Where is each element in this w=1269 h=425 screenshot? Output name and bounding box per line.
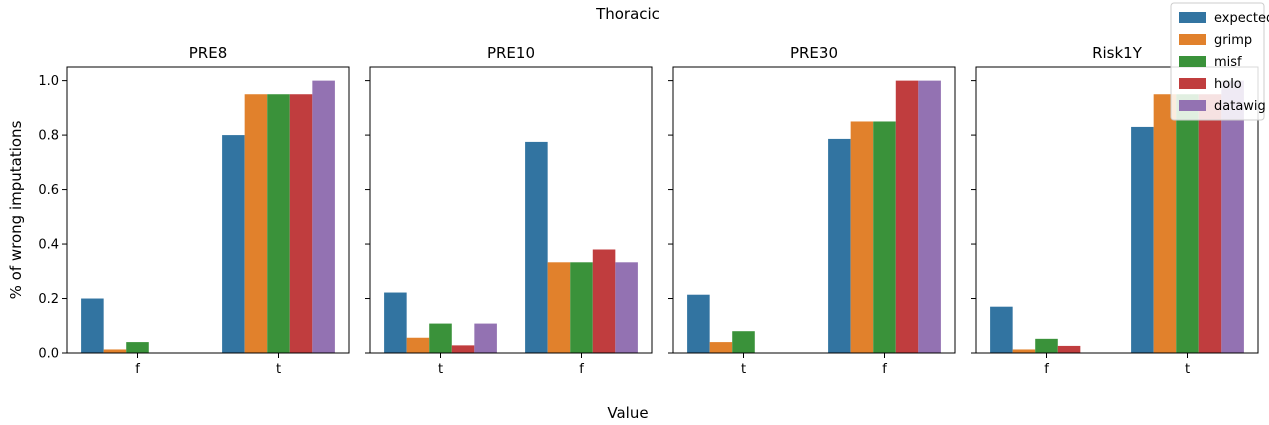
bar-grimp-f bbox=[104, 349, 127, 353]
bar-expected-f bbox=[525, 142, 548, 353]
bar-grimp-t bbox=[407, 338, 430, 353]
bar-grimp-f bbox=[851, 121, 874, 353]
y-tick-label: 0.2 bbox=[38, 292, 59, 307]
legend-label-misf: misf bbox=[1214, 55, 1242, 70]
panel-3: PRE30 t f bbox=[668, 44, 955, 377]
bar-misf-t bbox=[429, 324, 452, 353]
x-tick-label: f bbox=[1044, 362, 1049, 377]
bar-holo-f bbox=[896, 81, 919, 353]
x-tick-label: f bbox=[579, 362, 584, 377]
bar-grimp-t bbox=[710, 342, 733, 353]
bar-misf-f bbox=[126, 342, 149, 353]
legend-swatch-datawig bbox=[1179, 100, 1206, 111]
bar-expected-f bbox=[81, 299, 104, 353]
legend-swatch-misf bbox=[1179, 56, 1206, 67]
bar-datawig-t bbox=[312, 81, 335, 353]
x-tick-label: t bbox=[741, 362, 746, 377]
bar-misf-f bbox=[570, 262, 593, 353]
y-axis-label: % of wrong imputations bbox=[7, 120, 25, 299]
bar-expected-t bbox=[1131, 127, 1154, 353]
panel-title: PRE10 bbox=[487, 44, 535, 62]
bar-misf-t bbox=[267, 94, 290, 353]
bar-grimp-t bbox=[245, 94, 268, 353]
x-tick-label: t bbox=[1185, 362, 1190, 377]
x-tick-label: f bbox=[882, 362, 887, 377]
legend-label-holo: holo bbox=[1214, 77, 1242, 92]
bar-grimp-f bbox=[548, 262, 571, 353]
panel-title: PRE30 bbox=[790, 44, 838, 62]
bar-holo-f bbox=[1058, 346, 1081, 353]
y-tick-label: 1.0 bbox=[38, 74, 59, 89]
y-tick-label: 0.4 bbox=[38, 238, 59, 253]
bar-datawig-f bbox=[615, 262, 638, 353]
bar-holo-t bbox=[1199, 94, 1222, 353]
x-axis-label: Value bbox=[607, 404, 648, 422]
x-tick-label: t bbox=[276, 362, 281, 377]
x-tick-label: f bbox=[135, 362, 140, 377]
y-tick-label: 0.6 bbox=[38, 183, 59, 198]
panel-title: PRE8 bbox=[189, 44, 228, 62]
bar-datawig-t bbox=[474, 324, 497, 353]
bar-grimp-f bbox=[1013, 349, 1036, 353]
bar-holo-f bbox=[593, 249, 616, 353]
x-tick-label: t bbox=[438, 362, 443, 377]
bar-misf-f bbox=[873, 121, 896, 353]
bar-expected-f bbox=[990, 307, 1013, 353]
legend-swatch-grimp bbox=[1179, 34, 1206, 45]
bar-holo-t bbox=[290, 94, 313, 353]
panel-title: Risk1Y bbox=[1092, 44, 1143, 62]
bar-datawig-f bbox=[918, 81, 941, 353]
legend-label-grimp: grimp bbox=[1214, 33, 1252, 48]
chart-panels: PRE8 0.0 0.2 0.4 0.6 0.8 1.0 f t PRE10 t f PRE30 t f Ri… bbox=[38, 44, 1258, 377]
panel-2: PRE10 t f bbox=[365, 44, 652, 377]
legend-swatch-expected bbox=[1179, 12, 1206, 23]
legend: expected grimp misf holo datawig bbox=[1171, 3, 1269, 120]
figure-title: Thoracic bbox=[595, 5, 660, 23]
bar-expected-t bbox=[222, 135, 245, 353]
panel-1: PRE8 0.0 0.2 0.4 0.6 0.8 1.0 f t bbox=[38, 44, 349, 377]
bar-expected-t bbox=[687, 295, 710, 353]
bar-expected-t bbox=[384, 293, 407, 353]
bar-expected-f bbox=[828, 139, 851, 353]
bar-holo-t bbox=[452, 345, 475, 353]
bar-datawig-t bbox=[1221, 81, 1244, 353]
bar-misf-f bbox=[1035, 339, 1058, 353]
legend-label-expected: expected bbox=[1214, 11, 1269, 26]
bar-misf-t bbox=[1176, 94, 1199, 353]
y-tick-label: 0.0 bbox=[38, 347, 59, 362]
bar-misf-t bbox=[732, 331, 755, 353]
y-tick-label: 0.8 bbox=[38, 129, 59, 144]
legend-swatch-holo bbox=[1179, 78, 1206, 89]
legend-label-datawig: datawig bbox=[1214, 99, 1266, 114]
bar-grimp-t bbox=[1154, 94, 1177, 353]
